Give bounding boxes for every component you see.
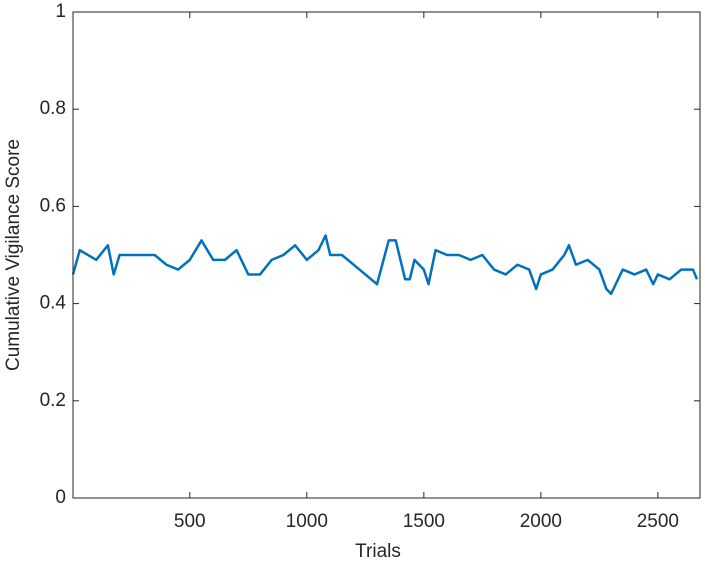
x-axis-label: Trials [355, 541, 401, 562]
y-tick-label: 0 [55, 487, 66, 508]
y-tick-label: 0.8 [40, 98, 66, 119]
x-tick-label: 2500 [637, 511, 679, 532]
data-line [71, 234, 699, 296]
x-tick-label: 2000 [520, 511, 562, 532]
y-tick-label: 1 [55, 1, 66, 22]
y-axis-label: Cumulative Vigilance Score [3, 139, 24, 371]
x-tick-label: 500 [174, 511, 206, 532]
x-tick-label: 1000 [286, 511, 328, 532]
x-tick-label: 1500 [403, 511, 445, 532]
y-tick-label: 0.2 [40, 390, 66, 411]
y-tick-label: 0.6 [40, 195, 66, 216]
axes-box [72, 11, 701, 499]
y-tick-label: 0.4 [40, 293, 67, 314]
